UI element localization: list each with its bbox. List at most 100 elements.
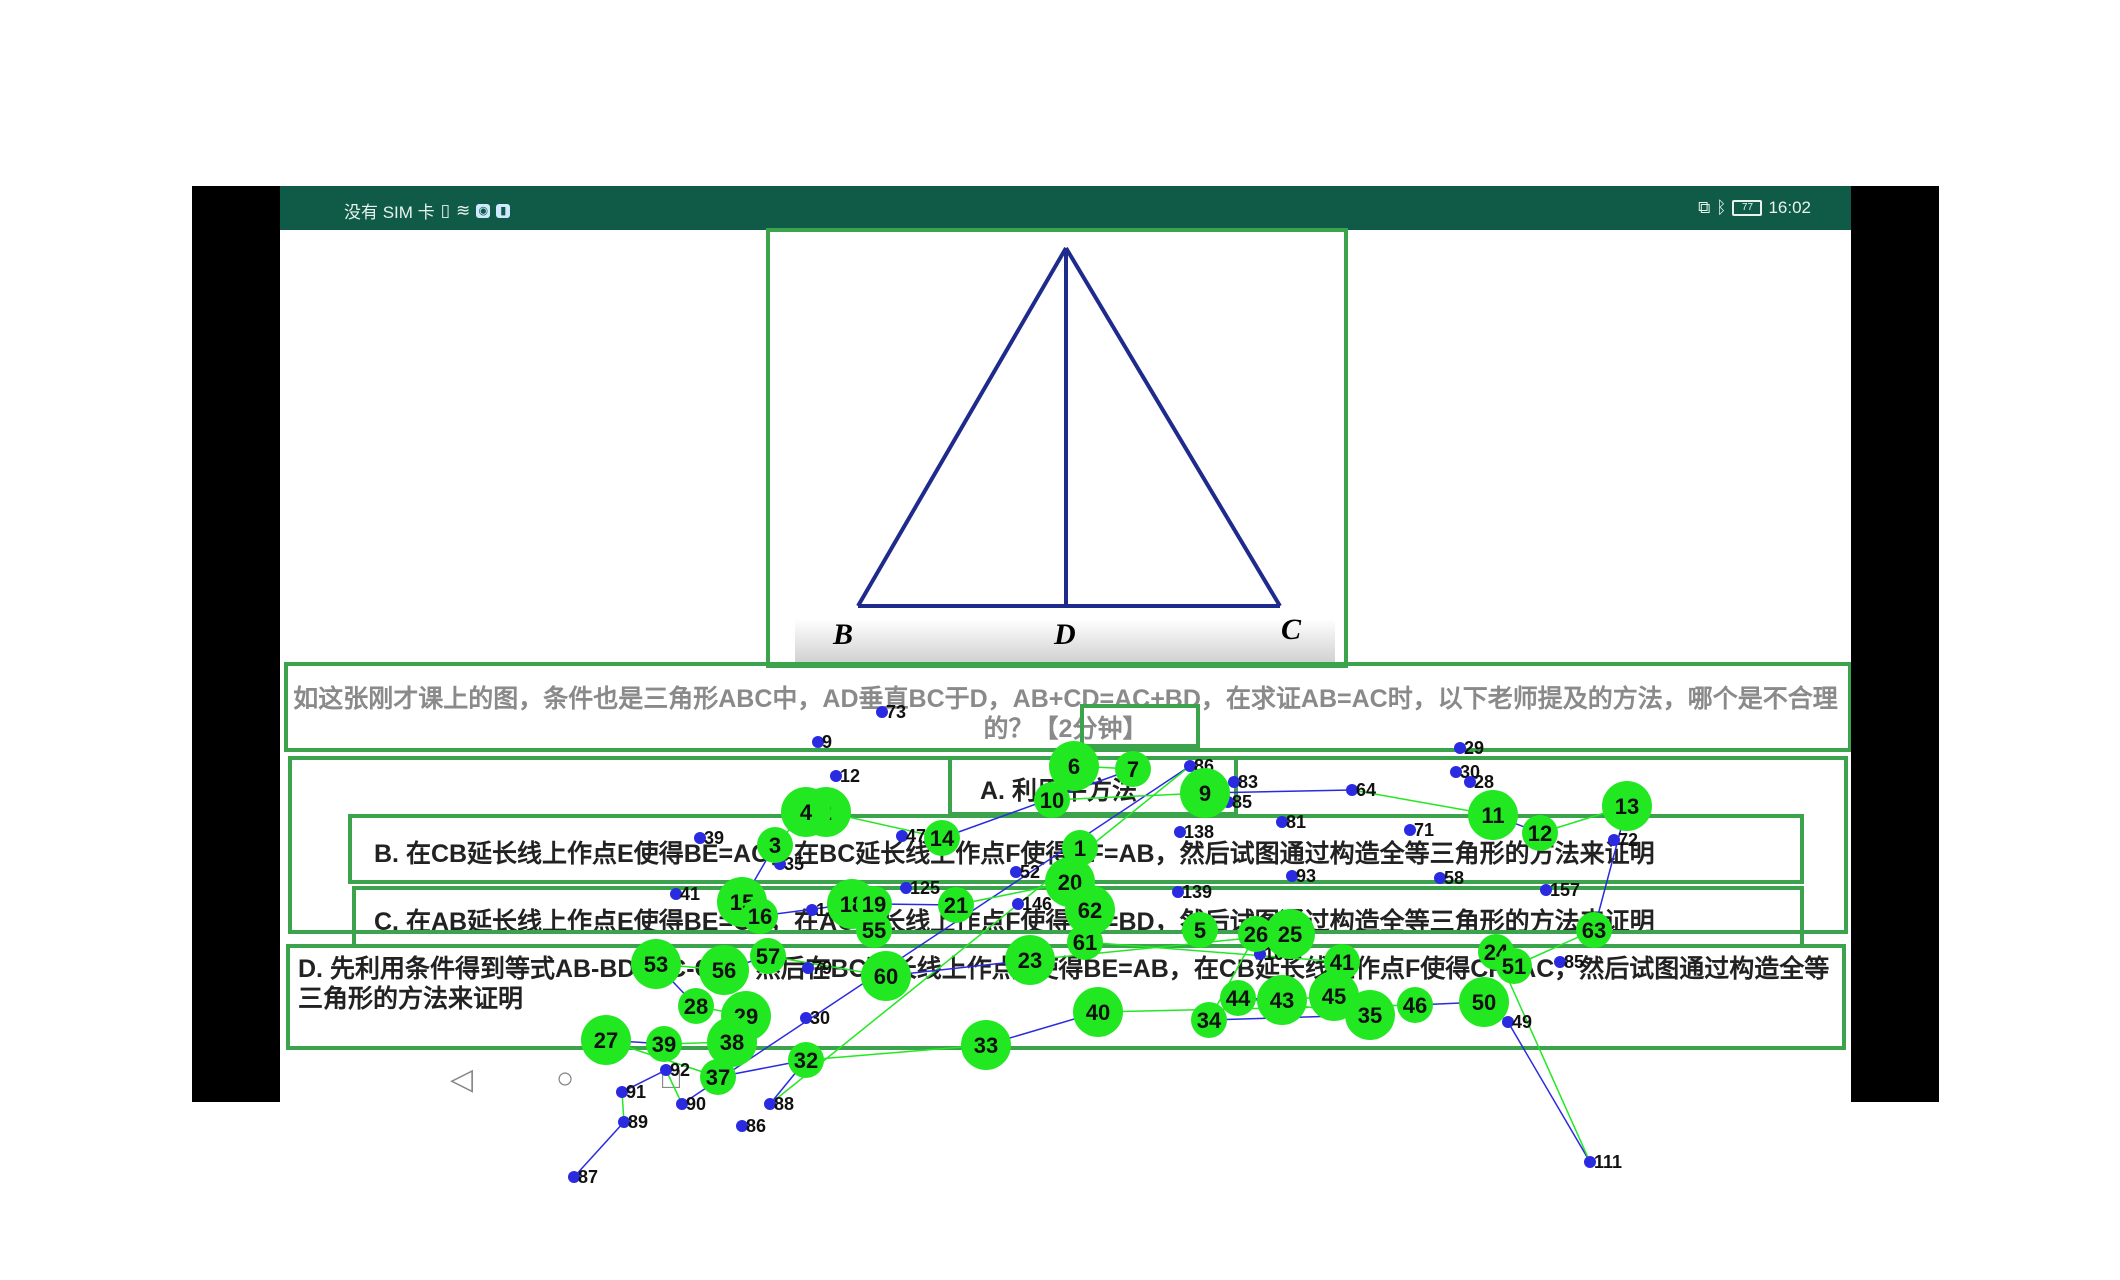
gaze-sample-label: 30 <box>810 1008 830 1028</box>
gaze-sample-label: 64 <box>1356 780 1376 800</box>
home-button[interactable]: ○ <box>556 1062 575 1095</box>
gaze-fixation-circle <box>856 912 892 948</box>
gaze-sample-dot <box>1012 898 1024 910</box>
question-text: 如这张刚才课上的图，条件也是三角形ABC中，AD垂直BC于D，AB+CD=AC+… <box>293 685 1838 743</box>
gaze-fixation-label: 34 <box>1197 1008 1222 1033</box>
gaze-fixation-label: 1 <box>1074 836 1086 861</box>
side-ab <box>856 246 1068 608</box>
app-badge-icon: ▮ <box>496 203 511 218</box>
gaze-fixation-label: 56 <box>712 958 736 983</box>
gaze-fixation-circle <box>742 898 778 934</box>
gaze-path-segment <box>573 1121 625 1178</box>
gaze-fixation-label: 26 <box>1244 922 1268 947</box>
gaze-sample-label: 52 <box>1020 862 1040 882</box>
navigation-bar: ◁ ○ □ <box>280 1058 1851 1102</box>
gaze-sample-dot <box>1554 956 1566 968</box>
gaze-fixation-circle <box>1065 885 1115 935</box>
gaze-fixation-circle <box>1459 977 1509 1027</box>
gaze-path-segment <box>1507 1021 1591 1163</box>
gaze-fixation-label: 10 <box>1040 788 1064 813</box>
gaze-sample-dot <box>900 882 912 894</box>
gaze-sample-label: 72 <box>1618 830 1638 850</box>
gaze-fixation-circle <box>699 945 749 995</box>
gaze-fixation-circle <box>1496 948 1532 984</box>
gaze-fixation-circle <box>924 820 960 856</box>
gaze-fixation-circle <box>1182 912 1218 948</box>
gaze-fixation-label: 21 <box>944 893 968 918</box>
gaze-fixation-circle <box>1062 830 1098 866</box>
option-d[interactable]: D. 先利用条件得到等式AB-BD=AC-CD，然后在BC延长线上作点E使得BE… <box>298 955 1830 1013</box>
cast-icon: ⧉ <box>1698 198 1711 217</box>
gaze-fixation-label: 16 <box>748 904 772 929</box>
gaze-sample-label: 29 <box>1464 738 1484 758</box>
gaze-sample-dot <box>1174 826 1186 838</box>
gaze-fixation-label: 62 <box>1078 898 1102 923</box>
gaze-fixation-label: 35 <box>1358 1003 1382 1028</box>
gaze-sample-label: 81 <box>1286 812 1306 832</box>
gaze-fixation-circle <box>757 827 793 863</box>
gaze-sample-dot <box>1608 834 1620 846</box>
gaze-fixation-label: 37 <box>706 1065 730 1090</box>
gaze-sample-dot <box>1584 1156 1596 1168</box>
gaze-sample-dot <box>1276 816 1288 828</box>
label-b: B <box>832 618 853 651</box>
gaze-fixation-label: 11 <box>1481 803 1504 828</box>
gaze-sample-label: 39 <box>704 828 724 848</box>
gaze-fixation-circle <box>646 1026 682 1062</box>
gaze-sample-dot <box>896 830 908 842</box>
gaze-fixation-label: 45 <box>1322 984 1346 1009</box>
status-bar: 没有 SIM 卡 ▯ ≋ ◉ ▮ ⧉ ᛒ 77 16:02 <box>280 186 1851 230</box>
gaze-fixation-label: 6 <box>1068 754 1080 779</box>
gaze-sample-label: 93 <box>1296 866 1316 886</box>
gaze-sample-label: 73 <box>886 702 906 722</box>
gaze-sample-label: 12 <box>840 766 860 786</box>
gaze-fixation-label: 63 <box>1582 918 1606 943</box>
gaze-sample-dot <box>800 1012 812 1024</box>
aoi-option-d-box <box>286 944 1846 1050</box>
gaze-fixation-circle <box>938 887 974 923</box>
gaze-sample-dot <box>1286 870 1298 882</box>
gaze-fixation-circle <box>631 939 681 989</box>
gaze-path-segment <box>1084 941 1343 963</box>
back-button[interactable]: ◁ <box>450 1063 474 1096</box>
gaze-fixation-label: 27 <box>594 1028 618 1053</box>
carrier-text: 没有 SIM 卡 <box>344 203 435 222</box>
gaze-fixation-circle <box>861 951 911 1001</box>
gaze-fixation-label: 14 <box>930 826 955 851</box>
gaze-sample-label: 111 <box>1594 1152 1622 1172</box>
sim-icon: ▯ <box>440 200 451 220</box>
gaze-sample-label: 79 <box>812 958 832 978</box>
gaze-fixation-label: 12 <box>1528 821 1552 846</box>
gaze-sample-label: 58 <box>1444 868 1464 888</box>
gaze-fixation-label: 9 <box>1199 781 1211 806</box>
gaze-path-segment <box>769 765 1191 1105</box>
gaze-sample-label: 85 <box>1232 792 1252 812</box>
gaze-sample-dot <box>1184 760 1196 772</box>
gaze-fixation-circle <box>788 1042 824 1078</box>
gaze-fixation-label: 55 <box>862 918 886 943</box>
gaze-fixation-circle <box>1602 781 1652 831</box>
gaze-sample-dot <box>1172 886 1184 898</box>
gaze-sample-dot <box>568 1171 580 1183</box>
gaze-fixation-circle <box>750 938 786 974</box>
gaze-sample-dot <box>812 736 824 748</box>
battery-icon: 77 <box>1732 200 1763 216</box>
gaze-sample-label: 35 <box>784 854 804 874</box>
wifi-icon: ≋ <box>456 200 471 220</box>
gaze-fixation-label: 51 <box>1502 954 1526 979</box>
gaze-sample-dot <box>1464 776 1476 788</box>
gaze-fixation-label: 32 <box>794 1048 818 1073</box>
gaze-fixation-circle <box>1180 768 1230 818</box>
gaze-fixation-label: 38 <box>720 1030 744 1055</box>
gaze-path-segment <box>805 1044 987 1061</box>
gaze-path-segment <box>621 1069 667 1093</box>
gaze-fixation-circle <box>1073 987 1123 1037</box>
option-b[interactable]: B. 在CB延长线上作点E使得BE=AC，在BC延长线上作点F使得CF=AB，然… <box>374 840 1655 868</box>
gaze-fixation-circle <box>700 1059 736 1095</box>
gaze-fixation-circle <box>1191 1002 1227 1038</box>
gaze-fixation-label: 7 <box>1127 757 1139 782</box>
gaze-fixation-label: 13 <box>1615 794 1639 819</box>
gaze-fixation-label: 41 <box>1330 950 1354 975</box>
gaze-fixation-circle <box>1265 909 1315 959</box>
